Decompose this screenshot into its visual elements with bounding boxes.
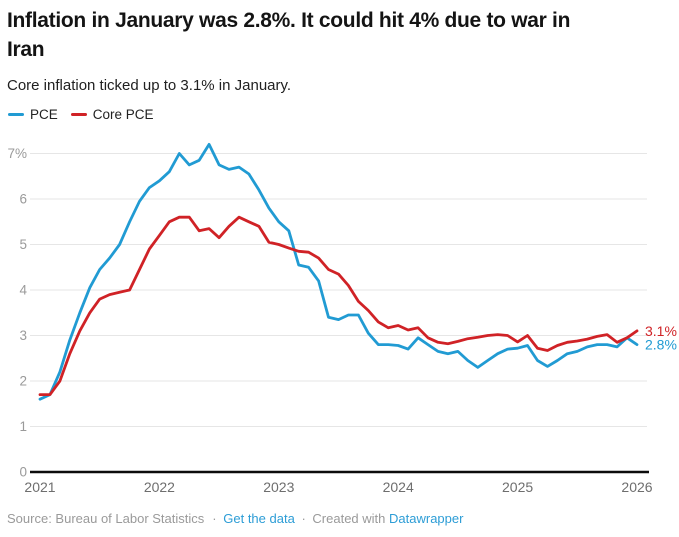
- y-axis-label: 1: [19, 419, 27, 434]
- legend-item-core-pce: Core PCE: [70, 107, 154, 122]
- series-lines: [38, 142, 639, 401]
- y-axis-label: 7%: [7, 146, 27, 161]
- core-pce-line: [38, 215, 639, 397]
- y-axis-label: 0: [19, 465, 27, 480]
- legend-label-core-pce: Core PCE: [92, 107, 154, 122]
- chart-title: Inflation in January was 2.8%. It could …: [7, 6, 570, 64]
- pce-line: [38, 142, 639, 401]
- chart-title-line1: Inflation in January was 2.8%. It could …: [7, 9, 571, 32]
- separator-dot: ·: [301, 511, 306, 526]
- x-axis-label: 2025: [502, 479, 533, 495]
- y-axis-label: 6: [19, 192, 27, 207]
- x-axis-label: 2023: [263, 479, 294, 495]
- x-axis-label: 2022: [144, 479, 175, 495]
- x-axis-label: 2024: [383, 479, 414, 495]
- chart-subtitle: Core inflation ticked up to 3.1% in Janu…: [7, 77, 292, 94]
- pce-end-label: 2.8%: [645, 337, 677, 353]
- datawrapper-link[interactable]: Datawrapper: [389, 511, 464, 526]
- get-the-data-link[interactable]: Get the data: [223, 511, 295, 526]
- core-pce-line-swatch: [70, 113, 87, 116]
- x-axis-label: 2021: [24, 479, 55, 495]
- y-axis-label: 3: [19, 328, 27, 343]
- source-text: Source: Bureau of Labor Statistics: [7, 511, 205, 526]
- x-axis-label: 2026: [621, 479, 652, 495]
- core-pce-end-label: 3.1%: [645, 323, 677, 339]
- gridlines: [30, 153, 649, 474]
- legend-item-pce: PCE: [8, 107, 58, 122]
- pce-line-swatch: [8, 113, 24, 116]
- y-axis-labels: 7% 6 5 4 3 2 1 0: [7, 146, 27, 480]
- separator-dot: ·: [212, 511, 217, 526]
- y-axis-label: 2: [19, 374, 27, 389]
- x-axis-labels: 2021 2022 2023 2024 2025 2026: [24, 479, 652, 495]
- y-axis-label: 5: [19, 237, 27, 252]
- created-with-text: Created with: [312, 511, 386, 526]
- y-axis-label: 4: [19, 283, 27, 298]
- legend: PCE Core PCE: [8, 107, 154, 122]
- series-end-labels: 2.8%3.1%: [645, 323, 677, 353]
- footer: Source: Bureau of Labor Statistics · Get …: [7, 511, 463, 526]
- legend-label-pce: PCE: [30, 107, 58, 122]
- chart-title-line2: Iran: [7, 38, 45, 61]
